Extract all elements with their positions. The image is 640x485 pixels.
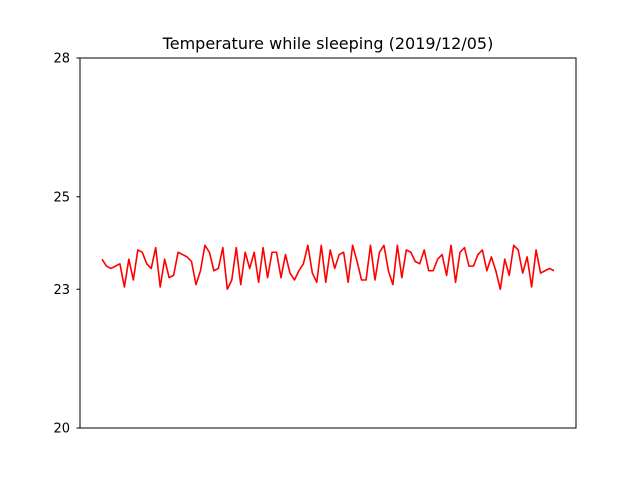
y-tick-label: 25 xyxy=(53,190,70,205)
plot-area-frame xyxy=(79,57,577,429)
chart-title: Temperature while sleeping (2019/12/05) xyxy=(162,34,494,53)
y-tick-label: 23 xyxy=(53,283,70,298)
y-axis-ticks: 20 23 25 28 xyxy=(53,52,80,437)
temperature-series-line xyxy=(101,244,555,291)
y-tick-label: 20 xyxy=(53,422,70,437)
y-tick-label: 28 xyxy=(53,52,70,67)
series-layer xyxy=(101,244,555,291)
